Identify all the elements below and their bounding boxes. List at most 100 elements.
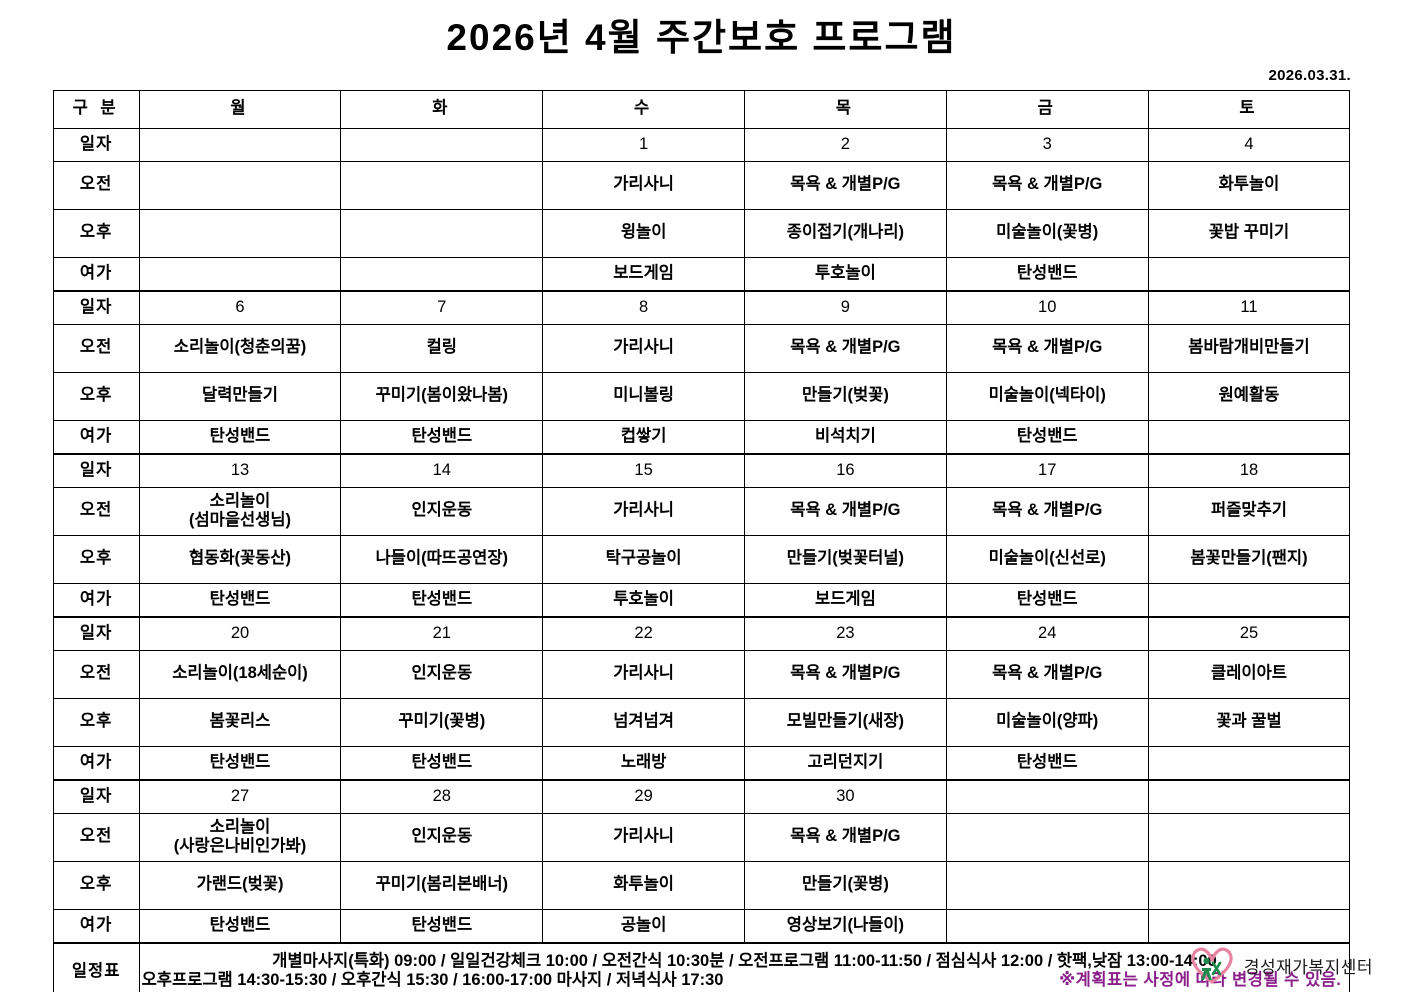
- row-label-morning: 오전: [52, 812, 140, 862]
- footer-body-group: 일정표 개별마사지(특화) 09:00 / 일일건강체크 10:00 / 오전간…: [52, 942, 1351, 992]
- cell-morning-w5-d2: 인지운동: [340, 812, 544, 862]
- cell-morning-w3-d4: 목욕 & 개별P/G: [744, 486, 947, 536]
- cell-leisure-w2-d2: 탄성밴드: [340, 419, 544, 455]
- heart-person-logo-icon: [1191, 947, 1233, 984]
- cell-morning-w5-d6: [1147, 812, 1351, 862]
- cell-leisure-w4-d3: 노래방: [542, 745, 745, 781]
- cell-morning-w1-d4: 목욕 & 개별P/G: [744, 160, 947, 210]
- cell-dates-w1-d5: 3: [945, 127, 1149, 162]
- cell-morning-w4-d3: 가리사니: [542, 649, 745, 699]
- cell-dates-w5-d1: 27: [138, 779, 342, 814]
- cell-morning-w1-d6: 화투놀이: [1147, 160, 1351, 210]
- cell-morning-w5-d5: [945, 812, 1149, 862]
- cell-afternoon-w4-d4: 모빌만들기(새장): [744, 697, 947, 747]
- cell-morning-w1-d2: [340, 160, 544, 210]
- cell-morning-w1-d3: 가리사니: [542, 160, 745, 210]
- weeks-body: 일자 1 2 3 4 오전 가리사니 목욕 & 개별P/G 목욕 & 개별P/G 화투놀이 오후 윙놀…: [52, 127, 1351, 944]
- issue-date: 2026.03.31.: [1268, 66, 1351, 84]
- table-row: 오후 봄꽃리스 꾸미기(꽃병) 넘겨넘겨 모빌만들기(새장) 미술놀이(양파) 꽃과 꿀벌: [52, 697, 1351, 747]
- cell-afternoon-w1-d1: [138, 208, 342, 258]
- cell-morning-w2-d1: 소리놀이(청춘의꿈): [138, 323, 342, 373]
- cell-leisure-w2-d1: 탄성밴드: [138, 419, 342, 455]
- row-label-leisure: 여가: [52, 745, 140, 781]
- cell-leisure-w3-d2: 탄성밴드: [340, 582, 544, 618]
- cell-afternoon-w1-d4: 종이접기(개나리): [744, 208, 947, 258]
- cell-dates-w3-d2: 14: [340, 453, 544, 488]
- cell-leisure-w2-d5: 탄성밴드: [945, 419, 1149, 455]
- table-row: 일자 27 28 29 30: [52, 779, 1351, 814]
- row-label-leisure: 여가: [52, 419, 140, 455]
- row-label-morning: 오전: [52, 486, 140, 536]
- cell-dates-w5-d2: 28: [340, 779, 544, 814]
- cell-dates-w2-d3: 8: [542, 290, 745, 325]
- cell-morning-w2-d5: 목욕 & 개별P/G: [945, 323, 1149, 373]
- cell-dates-w4-d4: 23: [744, 616, 947, 651]
- row-label-leisure: 여가: [52, 582, 140, 618]
- cell-leisure-w2-d3: 컵쌓기: [542, 419, 745, 455]
- cell-morning-w3-d6: 퍼즐맞추기: [1147, 486, 1351, 536]
- cell-leisure-w2-d4: 비석치기: [744, 419, 947, 455]
- cell-afternoon-w1-d5: 미술놀이(꽃병): [945, 208, 1149, 258]
- row-label-afternoon: 오후: [52, 371, 140, 421]
- cell-afternoon-w3-d1: 협동화(꽃동산): [138, 534, 342, 584]
- table-row: 오전 가리사니 목욕 & 개별P/G 목욕 & 개별P/G 화투놀이: [52, 160, 1351, 210]
- footer-line-2-wrap: 오후프로그램 14:30-15:30 / 오후간식 15:30 / 16:00-…: [142, 971, 1348, 990]
- cell-morning-w2-d2: 컬링: [340, 323, 544, 373]
- cell-leisure-w5-d3: 공놀이: [542, 908, 745, 944]
- row-label-dates: 일자: [52, 616, 140, 651]
- table-row: 오전 소리놀이 (섬마을선생님) 인지운동 가리사니 목욕 & 개별P/G 목욕 & 개별P…: [52, 486, 1351, 536]
- row-label-morning: 오전: [52, 323, 140, 373]
- cell-leisure-w1-d2: [340, 256, 544, 292]
- cell-afternoon-w2-d3: 미니볼링: [542, 371, 745, 421]
- cell-leisure-w1-d6: [1147, 256, 1351, 292]
- cell-leisure-w5-d5: [945, 908, 1149, 944]
- table-row: 오후 가랜드(벚꽃) 꾸미기(봄리본배너) 화투놀이 만들기(꽃병): [52, 860, 1351, 910]
- row-label-dates: 일자: [52, 290, 140, 325]
- cell-dates-w2-d4: 9: [744, 290, 947, 325]
- header-thu: 목: [744, 89, 947, 129]
- table-row: 오전 소리놀이 (사랑은나비인가봐) 인지운동 가리사니 목욕 & 개별P/G: [52, 812, 1351, 862]
- cell-afternoon-w2-d1: 달력만들기: [138, 371, 342, 421]
- table-row: 일자 20 21 22 23 24 25: [52, 616, 1351, 651]
- cell-dates-w4-d1: 20: [138, 616, 342, 651]
- cell-afternoon-w1-d2: [340, 208, 544, 258]
- cell-morning-w2-d3: 가리사니: [542, 323, 745, 373]
- cell-leisure-w1-d5: 탄성밴드: [945, 256, 1149, 292]
- cell-dates-w3-d4: 16: [744, 453, 947, 488]
- cell-morning-w4-d5: 목욕 & 개별P/G: [945, 649, 1149, 699]
- cell-dates-w1-d6: 4: [1147, 127, 1351, 162]
- cell-morning-w5-d4: 목욕 & 개별P/G: [744, 812, 947, 862]
- cell-afternoon-w5-d2: 꾸미기(봄리본배너): [340, 860, 544, 910]
- cell-dates-w2-d5: 10: [945, 290, 1149, 325]
- cell-dates-w5-d3: 29: [542, 779, 745, 814]
- cell-afternoon-w5-d6: [1147, 860, 1351, 910]
- cell-morning-w4-d1: 소리놀이(18세순이): [138, 649, 342, 699]
- table-row: 여가 탄성밴드 탄성밴드 공놀이 영상보기(나들이): [52, 908, 1351, 944]
- cell-afternoon-w2-d6: 원예활동: [1147, 371, 1351, 421]
- row-label-afternoon: 오후: [52, 860, 140, 910]
- cell-morning-w5-d3: 가리사니: [542, 812, 745, 862]
- cell-afternoon-w3-d3: 탁구공놀이: [542, 534, 745, 584]
- cell-morning-w5-d1: 소리놀이 (사랑은나비인가봐): [138, 812, 342, 862]
- cell-dates-w3-d3: 15: [542, 453, 745, 488]
- cell-afternoon-w4-d2: 꾸미기(꽃병): [340, 697, 544, 747]
- footer-label: 일정표: [52, 942, 140, 992]
- cell-leisure-w1-d1: [138, 256, 342, 292]
- cell-leisure-w1-d3: 보드게임: [542, 256, 745, 292]
- cell-dates-w4-d6: 25: [1147, 616, 1351, 651]
- cell-afternoon-w5-d1: 가랜드(벚꽃): [138, 860, 342, 910]
- cell-morning-w3-d2: 인지운동: [340, 486, 544, 536]
- header-tue: 화: [340, 89, 544, 129]
- cell-morning-w3-d3: 가리사니: [542, 486, 745, 536]
- row-label-morning: 오전: [52, 649, 140, 699]
- table-row: 오전 소리놀이(청춘의꿈) 컬링 가리사니 목욕 & 개별P/G 목욕 & 개별P/G 봄바…: [52, 323, 1351, 373]
- cell-dates-w1-d3: 1: [542, 127, 745, 162]
- cell-afternoon-w2-d4: 만들기(벚꽃): [744, 371, 947, 421]
- footer-notice: ※계획표는 사정에 따라 변경될 수 있음.: [1059, 971, 1342, 990]
- cell-leisure-w5-d1: 탄성밴드: [138, 908, 342, 944]
- cell-dates-w3-d5: 17: [945, 453, 1149, 488]
- header-sat: 토: [1147, 89, 1351, 129]
- cell-leisure-w5-d4: 영상보기(나들이): [744, 908, 947, 944]
- footer-line-1: 개별마사지(특화) 09:00 / 일일건강체크 10:00 / 오전간식 10…: [272, 951, 1217, 970]
